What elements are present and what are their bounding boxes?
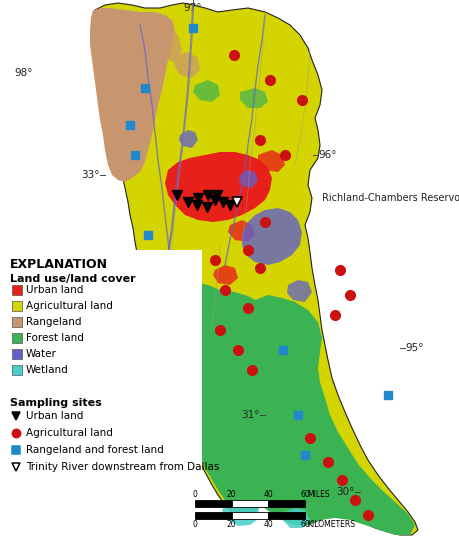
Text: Agricultural land: Agricultural land — [26, 428, 112, 438]
Text: Trinity River downstream from Dallas: Trinity River downstream from Dallas — [26, 462, 219, 472]
Polygon shape — [151, 28, 182, 62]
Bar — [2, 250, 202, 485]
Polygon shape — [179, 130, 197, 148]
Text: 32°: 32° — [133, 302, 151, 312]
Text: Urban land: Urban land — [26, 285, 83, 295]
Text: Rangeland and forest land: Rangeland and forest land — [26, 445, 163, 455]
Text: EXPLANATION: EXPLANATION — [10, 258, 108, 271]
Bar — [195, 500, 231, 507]
Text: 97°: 97° — [183, 3, 202, 13]
Text: Wetland: Wetland — [26, 365, 68, 375]
Bar — [12, 301, 22, 311]
Bar — [231, 512, 268, 519]
Text: Forest land: Forest land — [26, 333, 84, 343]
Bar — [231, 500, 268, 507]
Text: 96°: 96° — [317, 150, 336, 160]
Polygon shape — [240, 88, 268, 108]
Text: Land use/land cover: Land use/land cover — [10, 274, 135, 284]
Text: Water: Water — [26, 349, 57, 359]
Polygon shape — [165, 152, 271, 222]
Polygon shape — [92, 3, 417, 535]
Polygon shape — [257, 150, 285, 172]
Polygon shape — [213, 265, 237, 285]
Polygon shape — [282, 508, 309, 528]
Bar — [12, 285, 22, 295]
Text: 60: 60 — [299, 520, 309, 529]
Text: 60: 60 — [299, 490, 309, 499]
Polygon shape — [90, 8, 174, 182]
Text: Richland-Chambers Reservoir: Richland-Chambers Reservoir — [321, 193, 459, 203]
Polygon shape — [193, 80, 219, 102]
Text: 20: 20 — [226, 490, 236, 499]
Text: Rangeland: Rangeland — [26, 317, 81, 327]
Text: 33°: 33° — [81, 170, 100, 180]
Text: 0: 0 — [192, 520, 197, 529]
Text: MILES: MILES — [306, 490, 329, 499]
Polygon shape — [222, 500, 259, 526]
Text: 40: 40 — [263, 520, 273, 529]
Bar — [268, 512, 304, 519]
Bar — [268, 500, 304, 507]
Bar — [12, 317, 22, 327]
Text: 95°: 95° — [404, 343, 423, 353]
Bar — [12, 365, 22, 375]
Polygon shape — [228, 220, 254, 242]
Text: 0: 0 — [192, 490, 197, 499]
Text: 31°: 31° — [241, 410, 259, 420]
Bar — [195, 512, 231, 519]
Text: 20: 20 — [226, 520, 236, 529]
Text: Urban land: Urban land — [26, 411, 83, 421]
Polygon shape — [155, 278, 414, 535]
Text: Agricultural land: Agricultural land — [26, 301, 112, 311]
Text: 98°: 98° — [15, 68, 33, 78]
Text: 40: 40 — [263, 490, 273, 499]
Bar — [12, 349, 22, 359]
Polygon shape — [239, 170, 257, 188]
Polygon shape — [174, 52, 200, 78]
Text: KILOMETERS: KILOMETERS — [306, 520, 354, 529]
Polygon shape — [241, 208, 302, 265]
Text: Sampling sites: Sampling sites — [10, 398, 101, 408]
Bar — [12, 333, 22, 343]
Polygon shape — [286, 280, 311, 302]
Text: 30°: 30° — [336, 487, 354, 497]
